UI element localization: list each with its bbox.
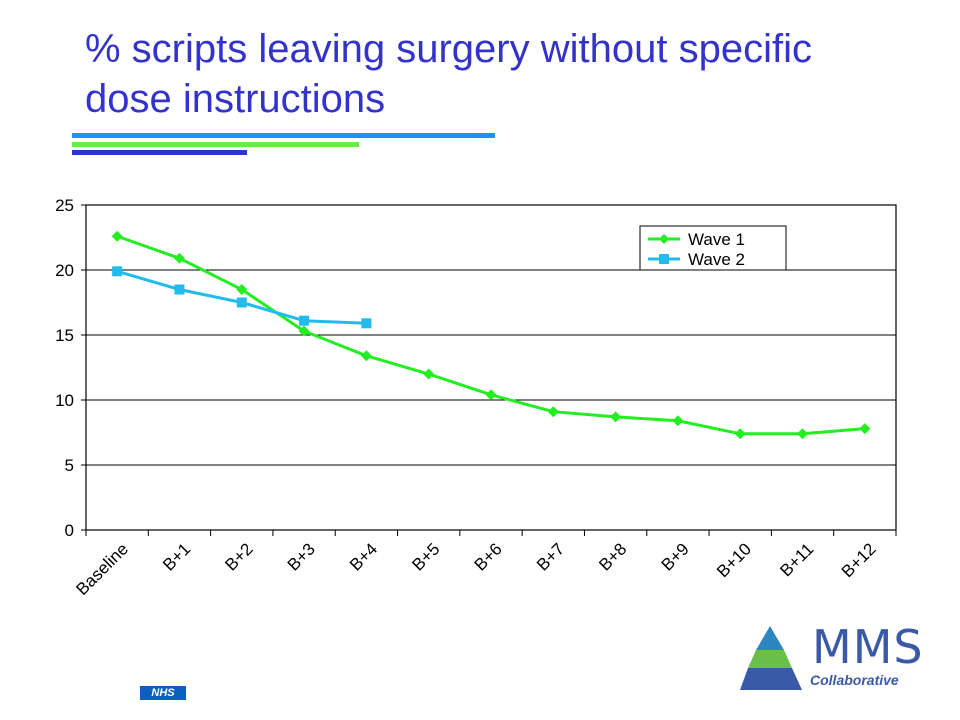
legend-swatch-marker (659, 254, 669, 264)
x-tick-label: B+7 (533, 539, 568, 574)
nhs-logo: NHS (140, 686, 186, 700)
data-point (423, 368, 435, 380)
title-underline-navy (72, 150, 247, 155)
x-tick-label: B+11 (776, 539, 817, 580)
y-tick-label: 0 (65, 521, 74, 540)
x-tick-label: B+9 (658, 539, 693, 574)
x-tick-label: B+10 (713, 539, 755, 581)
legend-swatch-marker (659, 234, 669, 244)
data-point (797, 428, 809, 440)
pyramid-base (740, 668, 802, 690)
data-point (547, 406, 559, 418)
data-point (672, 415, 684, 427)
x-tick-label: B+8 (595, 539, 630, 574)
y-tick-label: 20 (55, 261, 74, 280)
y-tick-label: 10 (55, 391, 74, 410)
data-point (360, 350, 372, 362)
logo-title: MMS (812, 620, 924, 674)
data-point (485, 389, 497, 401)
data-point (734, 428, 746, 440)
x-tick-label: B+3 (284, 539, 319, 574)
legend-label: Wave 1 (688, 230, 745, 249)
pyramid-middle (748, 650, 792, 668)
series-2 (112, 266, 372, 329)
series-1 (111, 230, 871, 440)
data-point (610, 411, 622, 423)
mms-collaborative-logo: MMS Collaborative (736, 620, 926, 695)
data-point (859, 423, 871, 435)
x-tick-label: B+2 (221, 539, 256, 574)
x-tick-label: B+1 (159, 539, 194, 574)
x-tick-label: B+6 (471, 539, 506, 574)
data-point (298, 325, 310, 337)
title-underline-blue (72, 133, 495, 138)
data-point (112, 266, 123, 277)
x-tick-label: B+12 (838, 539, 880, 581)
y-tick-label: 15 (55, 326, 74, 345)
data-point (361, 318, 372, 329)
title-underline-green (72, 142, 359, 147)
data-point (236, 284, 248, 295)
data-point (299, 315, 310, 326)
pyramid-top (756, 626, 784, 650)
x-tick-label: B+5 (408, 539, 443, 574)
data-point (174, 284, 185, 295)
data-point (111, 230, 123, 242)
y-tick-label: 25 (55, 196, 74, 215)
slide-title: % scripts leaving surgery without specif… (85, 27, 812, 121)
data-point (236, 297, 247, 308)
legend-label: Wave 2 (688, 250, 745, 269)
x-tick-label: Baseline (72, 539, 132, 599)
pyramid-icon (740, 626, 802, 690)
logo-subtitle: Collaborative (810, 672, 899, 688)
data-point (173, 252, 185, 264)
y-tick-label: 5 (65, 456, 74, 475)
x-tick-label: B+4 (346, 539, 381, 574)
